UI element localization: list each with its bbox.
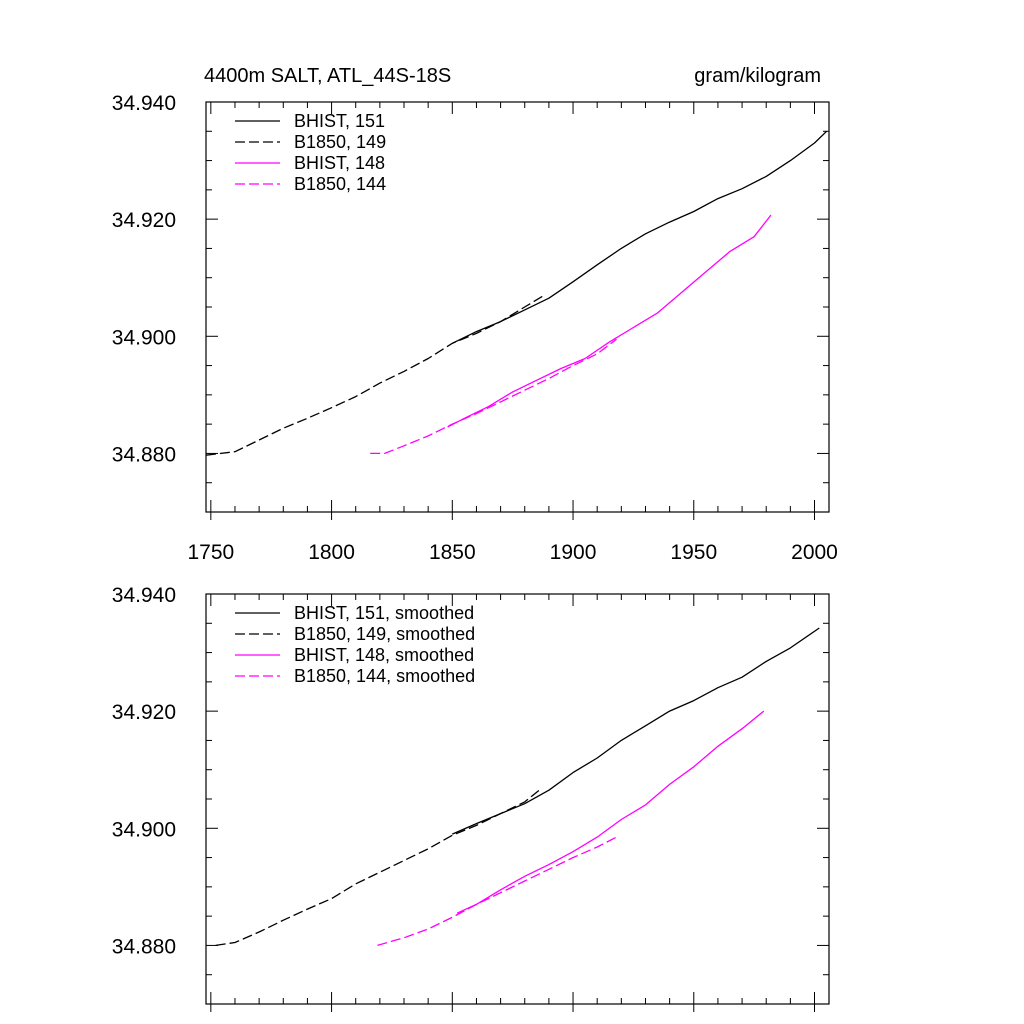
x-tick-label: 2000 — [791, 541, 838, 564]
y-tick-label: 34.900 — [112, 326, 176, 349]
x-tick-label: 1750 — [187, 541, 234, 564]
series-line-4 — [377, 836, 617, 947]
chart-units: gram/kilogram — [694, 65, 821, 87]
series-line-2 — [205, 294, 545, 456]
legend-label: B1850, 144, smoothed — [294, 666, 475, 686]
series-line-2 — [215, 789, 540, 947]
y-tick-label: 34.900 — [112, 818, 176, 841]
x-tick-label: 1850 — [429, 541, 476, 564]
legend-label: BHIST, 151 — [294, 111, 385, 131]
series-line-3 — [456, 710, 765, 914]
legend-label: B1850, 149, smoothed — [294, 624, 475, 644]
legend-label: B1850, 149 — [294, 132, 386, 152]
x-tick-label: 1950 — [670, 541, 717, 564]
legend-label: B1850, 144 — [294, 174, 386, 194]
y-tick-label: 34.920 — [112, 209, 176, 232]
legend-label: BHIST, 148, smoothed — [294, 645, 474, 665]
x-tick-label: 1900 — [550, 541, 597, 564]
chart-panel-1: 1750 1800 1850 1900 1950 2000 34.880 34.900 34.9… — [112, 65, 838, 564]
series-line-3 — [447, 214, 772, 428]
chart-title: 4400m SALT, ATL_44S-18S — [204, 65, 451, 87]
legend-label: BHIST, 148 — [294, 153, 385, 173]
y-tick-label: 34.880 — [112, 935, 176, 958]
legend-label: BHIST, 151, smoothed — [294, 603, 474, 623]
y-tick-label: 34.880 — [112, 443, 176, 466]
series-line-4 — [370, 338, 617, 455]
series-line-1 — [452, 627, 820, 835]
y-tick-label: 34.940 — [112, 584, 176, 607]
y-tick-label: 34.920 — [112, 701, 176, 724]
x-tick-label: 1800 — [308, 541, 355, 564]
series-line-1 — [452, 130, 828, 344]
y-tick-label: 34.940 — [112, 92, 176, 115]
chart-panel-2: 34.880 34.900 34.920 34.940 BHIST, 151, smoo… — [112, 584, 830, 1012]
